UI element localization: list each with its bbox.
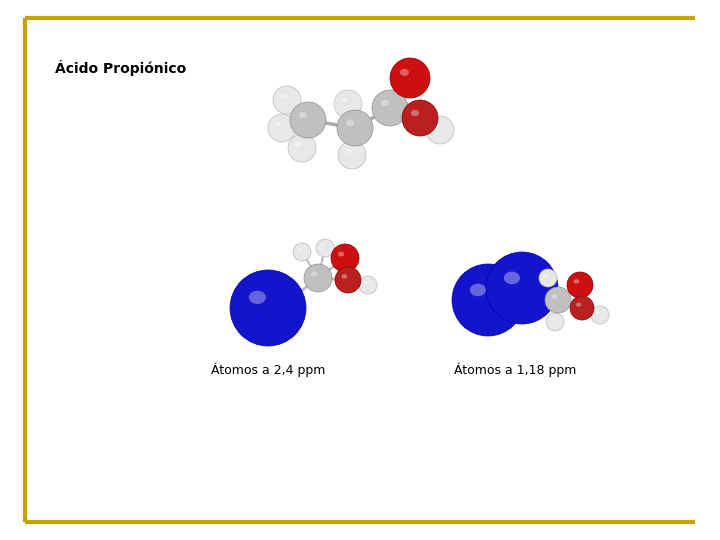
Circle shape — [452, 264, 524, 336]
Text: Átomos a 1,18 ppm: Átomos a 1,18 ppm — [454, 363, 576, 377]
Ellipse shape — [411, 110, 419, 116]
Circle shape — [334, 90, 362, 118]
Ellipse shape — [275, 122, 282, 126]
Circle shape — [338, 141, 366, 169]
Ellipse shape — [364, 281, 367, 284]
Ellipse shape — [346, 120, 354, 126]
Circle shape — [486, 252, 558, 324]
Circle shape — [546, 313, 564, 331]
Ellipse shape — [338, 252, 344, 256]
Ellipse shape — [249, 291, 266, 304]
Circle shape — [290, 102, 326, 138]
Circle shape — [293, 243, 311, 261]
Ellipse shape — [400, 69, 409, 76]
Ellipse shape — [295, 141, 301, 146]
Circle shape — [570, 296, 594, 320]
Ellipse shape — [573, 279, 580, 284]
Ellipse shape — [576, 302, 581, 307]
Circle shape — [426, 116, 454, 144]
Circle shape — [337, 110, 373, 146]
Ellipse shape — [297, 248, 302, 251]
Circle shape — [539, 269, 557, 287]
Ellipse shape — [544, 274, 547, 277]
Text: Ácido Propiónico: Ácido Propiónico — [55, 60, 186, 76]
Circle shape — [268, 114, 296, 142]
Ellipse shape — [381, 100, 389, 106]
Ellipse shape — [345, 148, 351, 153]
Ellipse shape — [341, 98, 347, 103]
Circle shape — [304, 264, 332, 292]
Ellipse shape — [280, 93, 287, 98]
Circle shape — [545, 287, 571, 313]
Circle shape — [273, 86, 301, 114]
Circle shape — [335, 267, 361, 293]
Ellipse shape — [341, 274, 347, 279]
Circle shape — [331, 244, 359, 272]
Ellipse shape — [470, 284, 486, 296]
Ellipse shape — [433, 124, 439, 129]
Ellipse shape — [299, 112, 307, 118]
Circle shape — [591, 306, 609, 324]
Circle shape — [288, 134, 316, 162]
Ellipse shape — [320, 244, 325, 247]
Circle shape — [372, 90, 408, 126]
Circle shape — [359, 276, 377, 294]
Circle shape — [230, 270, 306, 346]
Ellipse shape — [311, 272, 318, 276]
Circle shape — [316, 239, 334, 257]
Circle shape — [402, 100, 438, 136]
Ellipse shape — [504, 272, 520, 284]
Ellipse shape — [551, 318, 554, 321]
Text: Átomos a 2,4 ppm: Átomos a 2,4 ppm — [211, 363, 325, 377]
Circle shape — [567, 272, 593, 298]
Circle shape — [390, 58, 430, 98]
Ellipse shape — [595, 311, 600, 314]
Ellipse shape — [552, 294, 557, 299]
